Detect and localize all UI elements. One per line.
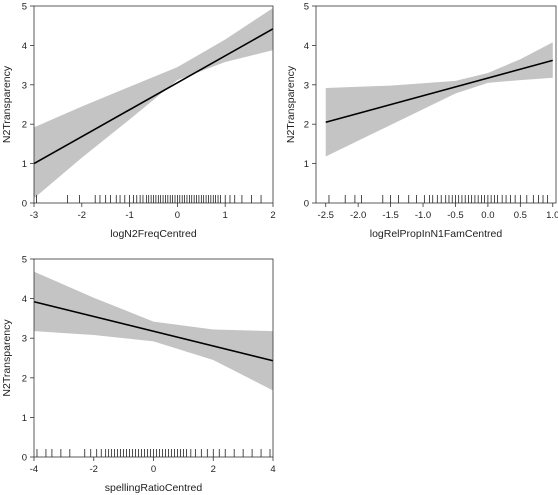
confidence-band — [34, 7, 273, 199]
y-tick-label: 5 — [22, 2, 27, 13]
x-tick-label: 0.5 — [514, 210, 527, 221]
x-tick-label: -2 — [78, 210, 86, 221]
x-tick-label: 4 — [270, 464, 275, 475]
x-axis-label: logN2FreqCentred — [110, 228, 197, 240]
fit-line — [325, 59, 553, 124]
x-tick-label: 0 — [151, 464, 156, 475]
y-tick-label: 3 — [22, 334, 27, 345]
x-tick-label: -0.5 — [447, 210, 463, 221]
x-tick-label: -2.5 — [318, 210, 334, 221]
y-tick-label: 3 — [304, 80, 309, 91]
y-tick-label: 2 — [304, 120, 309, 131]
y-tick-label: 4 — [304, 41, 309, 52]
y-tick-label: 2 — [22, 373, 27, 384]
panel-logN2FreqCentred: -3 -2 -1 0 1 2 0 1 2 3 4 5 logN2FreqCentred N2Transpa… — [1, 2, 276, 241]
y-tick-label: 4 — [22, 294, 27, 305]
panel-spellingRatioCentred: -4 -2 0 2 4 0 1 2 3 4 5 spellingRatioCentred N2Trans… — [1, 255, 276, 495]
x-tick-label: -3 — [30, 210, 38, 221]
y-tick-label: 1 — [304, 159, 309, 170]
y-tick-label: 0 — [22, 199, 27, 210]
y-tick-label: 4 — [22, 41, 27, 52]
y-tick-label: 1 — [22, 159, 27, 170]
x-tick-label: -2.0 — [350, 210, 366, 221]
x-tick-label: -1 — [125, 210, 133, 221]
y-tick-label: 2 — [22, 120, 27, 131]
x-tick-label: -1.0 — [415, 210, 431, 221]
y-tick-label: 0 — [304, 199, 309, 210]
fit-line — [33, 300, 274, 362]
y-axis-label: N2Transparency — [1, 65, 13, 143]
plot-frame — [315, 5, 557, 204]
x-tick-label: 2 — [270, 210, 275, 221]
x-tick-label: 1 — [223, 210, 228, 221]
x-tick-label: 0 — [175, 210, 180, 221]
x-tick-label: 2 — [211, 464, 216, 475]
y-tick-label: 5 — [22, 255, 27, 266]
fit-line — [33, 28, 274, 165]
y-axis-label: N2Transparency — [285, 65, 297, 143]
y-tick-label: 1 — [22, 413, 27, 424]
x-tick-label: -4 — [30, 464, 38, 475]
x-tick-label: -2 — [90, 464, 98, 475]
plot-frame — [33, 5, 274, 204]
x-axis-label: logRelPropInN1FamCentred — [370, 228, 503, 240]
panel-logRelPropInN1FamCentred: -2.5 -2.0 -1.5 -1.0 -0.5 0.0 0.5 1.0 0 1 2 3 4 5 logRe… — [285, 2, 558, 241]
x-axis-label: spellingRatioCentred — [105, 482, 203, 494]
confidence-band — [325, 42, 553, 157]
x-tick-label: 1.0 — [546, 210, 558, 221]
x-tick-label: 0.0 — [481, 210, 494, 221]
y-tick-label: 5 — [304, 2, 309, 13]
y-tick-label: 3 — [22, 80, 27, 91]
y-axis-label: N2Transparency — [1, 319, 13, 397]
y-tick-label: 0 — [22, 453, 27, 464]
x-tick-label: -1.5 — [382, 210, 398, 221]
